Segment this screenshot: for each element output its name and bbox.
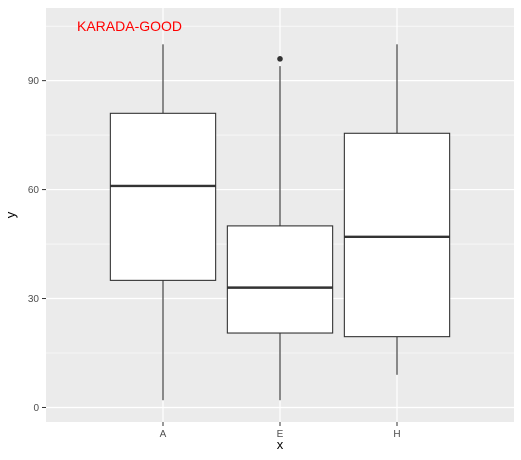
y-axis-ticks: 0 30 60 90 (28, 76, 46, 414)
y-tick-label: 30 (28, 294, 40, 305)
box-iqr (109, 112, 217, 281)
chart-annotation: KARADA-GOOD (77, 18, 182, 34)
x-tick-label: A (160, 429, 167, 440)
x-axis-title: x (277, 437, 284, 452)
box-e (226, 56, 334, 401)
y-tick-label: 90 (28, 76, 40, 87)
outlier-point (277, 56, 283, 62)
x-tick-label: E (277, 429, 284, 440)
box-a (109, 44, 217, 401)
box-iqr (343, 132, 451, 338)
box-series (109, 44, 451, 401)
y-tick-label: 60 (28, 185, 40, 196)
y-axis-title: y (3, 211, 18, 218)
box-iqr (226, 225, 334, 334)
y-tick-label: 0 (33, 403, 39, 414)
x-tick-label: H (393, 429, 400, 440)
box-h (343, 44, 451, 375)
